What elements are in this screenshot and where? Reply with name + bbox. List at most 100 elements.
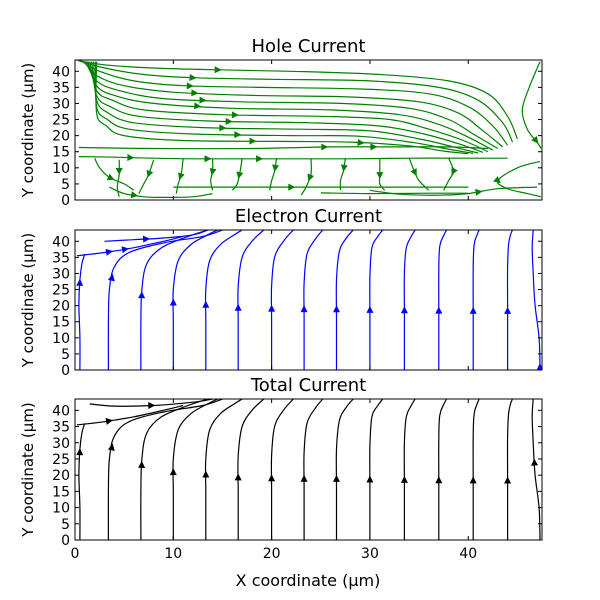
electron-current-arrowhead: [202, 300, 210, 308]
total-current-y-tick-label: 0: [61, 533, 70, 549]
hole-current-arrowhead: [493, 176, 501, 184]
electron-current-streamline: [172, 230, 218, 370]
electron-current-streamline: [107, 230, 223, 370]
total-current-arrowhead: [300, 474, 308, 482]
electron-current-arrowhead: [121, 246, 130, 254]
electron-current-y-tick-label: 0: [61, 363, 70, 379]
total-current-arrowhead: [400, 475, 408, 483]
hole-current-streamline: [408, 157, 430, 191]
hole-current-arrowhead: [256, 155, 263, 163]
x-axis-label: X coordinate (µm): [236, 571, 381, 590]
total-current-streamline: [204, 399, 243, 540]
total-current-y-tick-label: 10: [52, 501, 70, 517]
electron-current-arrowhead: [333, 305, 340, 313]
hole-current-streamline: [79, 60, 514, 143]
total-current-arrowhead: [76, 448, 84, 456]
hole-current-y-tick-label: 40: [52, 64, 70, 80]
hole-current-streamline: [320, 192, 469, 195]
total-current-arrowhead: [333, 474, 340, 482]
hole-current-arrowhead: [146, 169, 154, 178]
hole-current-arrowhead: [236, 171, 244, 179]
electron-current-streamline: [438, 230, 448, 370]
electron-current-y-tick-label: 10: [52, 331, 70, 347]
hole-current-arrowhead: [321, 143, 329, 151]
electron-current-plot-frame: [74, 229, 543, 371]
hole-current-streamline: [91, 61, 484, 153]
total-current-title: Total Current: [250, 375, 366, 396]
hole-current-arrowhead: [340, 164, 348, 172]
total-current-y-tick-label: 20: [52, 468, 70, 484]
total-current-y-tick-label: 25: [52, 452, 70, 468]
total-current-streamline: [369, 399, 384, 540]
hole-current-arrowhead: [475, 188, 483, 196]
total-current-arrowhead: [105, 417, 114, 425]
electron-current-arrowhead: [138, 291, 146, 299]
total-current-y-tick-label: 5: [61, 517, 70, 533]
electron-current-streamline: [270, 230, 294, 370]
electron-current-streamline: [369, 230, 384, 370]
electron-current-arrowhead: [300, 305, 308, 313]
electron-current-title: Electron Current: [235, 206, 382, 227]
total-current-x-tick-label: 30: [361, 546, 379, 562]
hole-current-streamline: [300, 158, 312, 196]
total-current-streamline: [76, 404, 184, 426]
electron-current-arrowhead: [107, 273, 115, 282]
hole-current-arrowhead: [130, 191, 139, 199]
total-current-streamline: [438, 399, 448, 540]
electron-current-streamlines: [76, 230, 542, 370]
electron-current-arrowhead: [268, 304, 276, 312]
hole-current-streamline: [269, 158, 278, 191]
electron-current-arrowhead: [76, 278, 84, 286]
electron-current-streamline: [104, 230, 208, 242]
hole-current-arrowhead: [199, 96, 207, 104]
hole-current-arrowhead: [189, 74, 197, 81]
electron-current-y-tick-label: 40: [52, 234, 70, 250]
electron-current-streamline: [472, 230, 480, 370]
electron-current-y-tick-label: 35: [52, 250, 70, 266]
total-current-streamline: [303, 399, 324, 540]
hole-current-y-tick-label: 35: [52, 80, 70, 96]
hole-current-arrowhead: [106, 173, 115, 181]
electron-current-streamline: [76, 235, 184, 257]
total-current-plot-frame: [74, 398, 543, 541]
total-current-x-tick-label: 40: [459, 546, 477, 562]
total-current-streamline: [78, 423, 86, 540]
total-current-streamline: [140, 399, 208, 540]
hole-current-streamline: [138, 159, 155, 194]
hole-current-arrowhead: [531, 135, 539, 144]
hole-current-streamline: [78, 156, 508, 160]
electron-current-arrowhead: [234, 303, 242, 311]
electron-current-streamline: [403, 230, 416, 370]
total-current-y-tick-label: 15: [52, 484, 70, 500]
hole-current-streamline: [95, 61, 469, 155]
hole-current-streamline: [210, 158, 214, 191]
electron-current-y-tick-label: 20: [52, 299, 70, 315]
total-current-streamline: [472, 399, 480, 540]
hole-current-arrowhead: [234, 131, 242, 139]
total-current-arrowhead: [435, 476, 443, 484]
total-current-y-tick-label: 30: [52, 436, 70, 452]
total-current-arrowhead: [504, 476, 512, 484]
total-current-streamline: [531, 399, 541, 540]
electron-current-arrowhead: [142, 235, 151, 243]
hole-current-streamline: [496, 160, 542, 198]
total-current-arrowhead: [531, 458, 539, 466]
total-current-arrowhead: [469, 476, 477, 484]
electron-current-streamline: [78, 253, 86, 370]
electron-current-arrowhead: [400, 306, 408, 314]
hole-current-arrowhead: [376, 172, 384, 180]
electron-current-arrowhead: [169, 298, 177, 306]
hole-current-arrowhead: [370, 143, 378, 151]
electron-current-streamline: [335, 230, 354, 370]
total-current-x-tick-label: 20: [263, 546, 281, 562]
electron-current-streamline: [204, 230, 243, 370]
total-current-arrowhead: [148, 402, 156, 410]
hole-current-arrowhead: [115, 168, 123, 175]
hole-current-streamline: [89, 61, 489, 153]
hole-current-streamline: [93, 61, 479, 154]
hole-current-streamline: [94, 61, 474, 154]
total-current-arrowhead: [169, 468, 177, 476]
